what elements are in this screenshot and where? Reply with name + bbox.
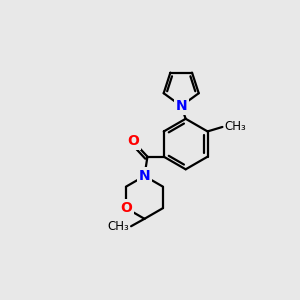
Text: N: N	[139, 169, 150, 183]
Text: O: O	[120, 201, 132, 215]
Text: O: O	[127, 134, 139, 148]
Text: N: N	[176, 99, 187, 113]
Text: CH₃: CH₃	[108, 220, 130, 233]
Text: CH₃: CH₃	[224, 121, 246, 134]
